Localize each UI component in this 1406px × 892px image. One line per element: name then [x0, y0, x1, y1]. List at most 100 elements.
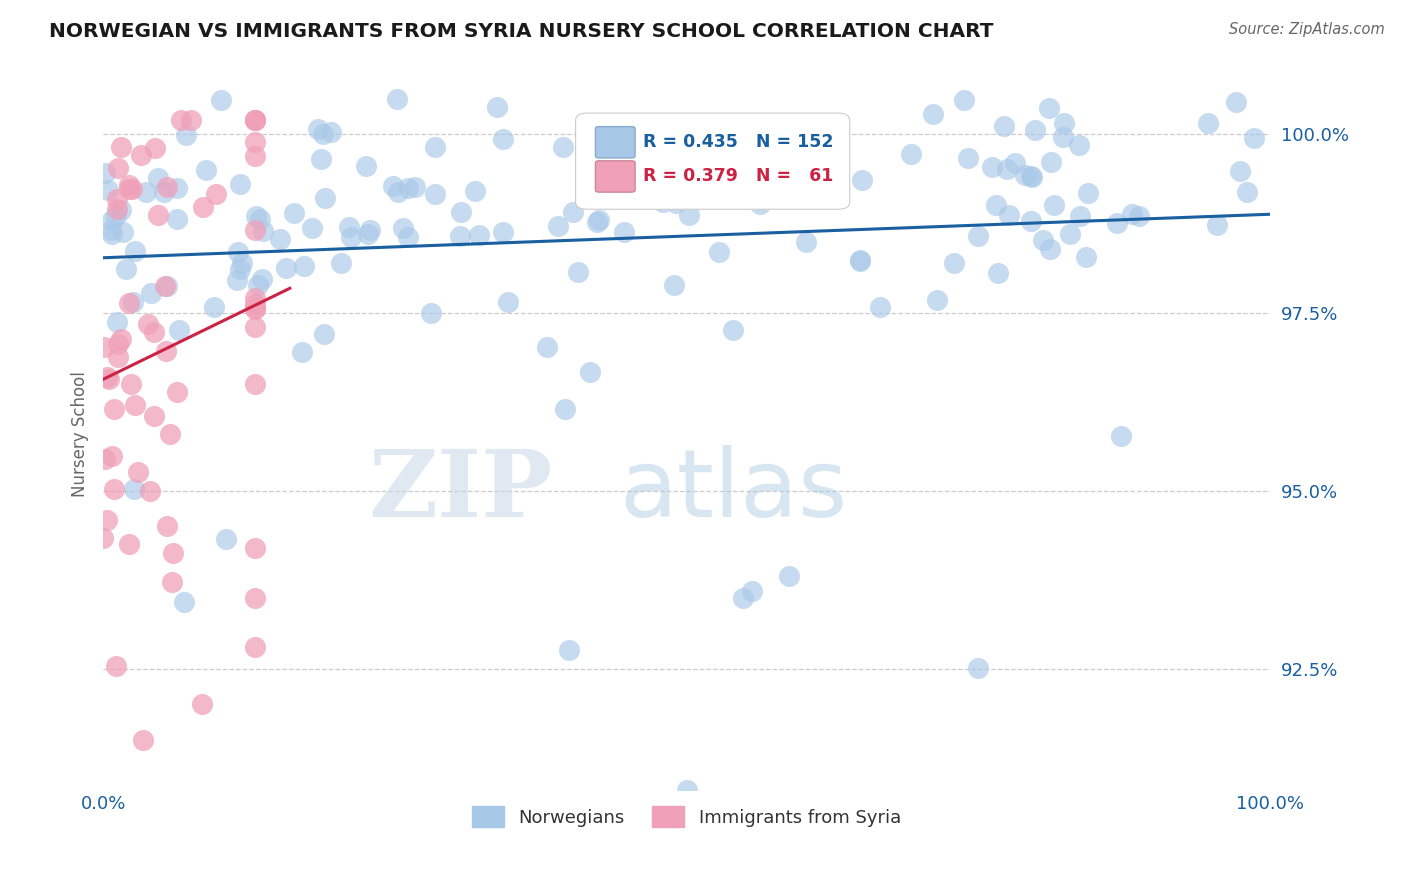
Point [143, 141, 166, 155]
Point [665, 195, 688, 210]
Point [849, 252, 872, 267]
Point [118, 537, 141, 551]
Point [243, 113, 266, 128]
Point [124, 244, 146, 259]
Legend: Norwegians, Immigrants from Syria: Norwegians, Immigrants from Syria [464, 799, 908, 834]
Point [94, 166, 117, 180]
Point [1229, 163, 1251, 178]
Point [329, 255, 352, 269]
Point [1069, 209, 1091, 223]
Point [536, 341, 558, 355]
Point [229, 177, 252, 191]
Point [121, 295, 143, 310]
Point [136, 317, 159, 331]
Point [153, 278, 176, 293]
Point [900, 147, 922, 161]
Point [243, 149, 266, 163]
Point [1019, 214, 1042, 228]
Point [1038, 101, 1060, 115]
Point [613, 146, 636, 161]
Point [160, 575, 183, 590]
Point [132, 733, 155, 747]
Point [579, 365, 602, 379]
Point [981, 160, 1004, 174]
Point [1039, 242, 1062, 256]
Point [307, 122, 329, 136]
Point [292, 259, 315, 273]
Point [585, 215, 607, 229]
Point [794, 235, 817, 250]
Point [1076, 250, 1098, 264]
Point [723, 323, 745, 337]
Point [96, 513, 118, 527]
Point [733, 591, 755, 605]
Point [245, 209, 267, 223]
Point [103, 401, 125, 416]
Point [162, 546, 184, 560]
Point [194, 163, 217, 178]
Point [1236, 185, 1258, 199]
Point [553, 140, 575, 154]
Point [450, 204, 472, 219]
Point [243, 376, 266, 391]
Point [869, 300, 891, 314]
Point [146, 208, 169, 222]
Point [115, 261, 138, 276]
Point [1105, 216, 1128, 230]
Point [243, 291, 266, 305]
Point [91, 532, 114, 546]
Point [250, 272, 273, 286]
Point [107, 336, 129, 351]
Point [561, 204, 583, 219]
Point [574, 181, 596, 195]
Point [311, 152, 333, 166]
Point [922, 107, 945, 121]
Point [1121, 206, 1143, 220]
Point [291, 345, 314, 359]
Point [166, 180, 188, 194]
Point [153, 185, 176, 199]
Point [243, 640, 266, 655]
Y-axis label: Nursery School: Nursery School [72, 371, 89, 497]
Point [547, 219, 569, 234]
Point [1077, 186, 1099, 201]
Point [1014, 168, 1036, 182]
Point [1053, 115, 1076, 129]
Point [1205, 218, 1227, 232]
Point [382, 179, 405, 194]
Point [104, 659, 127, 673]
Point [337, 219, 360, 234]
Point [419, 306, 441, 320]
Point [468, 227, 491, 242]
Point [943, 256, 966, 270]
Point [1225, 95, 1247, 109]
Point [205, 187, 228, 202]
Point [1032, 233, 1054, 247]
Point [243, 113, 266, 128]
Point [1024, 122, 1046, 136]
Point [191, 698, 214, 712]
Point [93, 340, 115, 354]
Point [209, 93, 232, 107]
Point [129, 148, 152, 162]
Point [1004, 156, 1026, 170]
Point [243, 320, 266, 334]
Point [103, 482, 125, 496]
Text: Source: ZipAtlas.com: Source: ZipAtlas.com [1229, 22, 1385, 37]
Text: NORWEGIAN VS IMMIGRANTS FROM SYRIA NURSERY SCHOOL CORRELATION CHART: NORWEGIAN VS IMMIGRANTS FROM SYRIA NURSE… [49, 22, 994, 41]
Point [110, 332, 132, 346]
Point [105, 315, 128, 329]
Point [135, 185, 157, 199]
Point [707, 245, 730, 260]
Point [1128, 209, 1150, 223]
Point [314, 327, 336, 342]
Point [156, 278, 179, 293]
Point [174, 128, 197, 142]
Point [953, 93, 976, 107]
Point [243, 297, 266, 311]
Point [492, 132, 515, 146]
Point [112, 226, 135, 240]
Point [110, 140, 132, 154]
Point [1039, 154, 1062, 169]
Point [385, 92, 408, 106]
